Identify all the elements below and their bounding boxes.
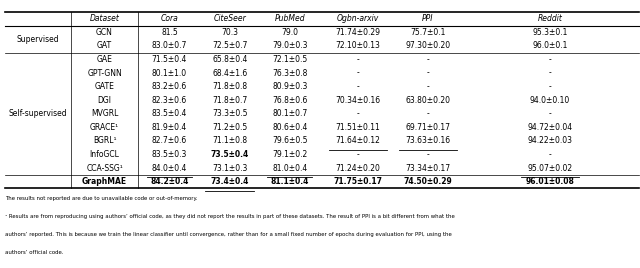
Text: ¹ Results are from reproducing using authors’ official code, as they did not rep: ¹ Results are from reproducing using aut… [4,214,454,219]
Text: 73.3±0.5: 73.3±0.5 [212,109,248,118]
Text: -: - [426,55,429,64]
Text: 82.3±0.6: 82.3±0.6 [152,96,187,105]
Text: GATE: GATE [95,82,115,91]
Text: The results not reported are due to unavailable code or out-of-memory.: The results not reported are due to unav… [4,196,197,201]
Text: authors’ reported. This is because we train the linear classifier until converge: authors’ reported. This is because we tr… [4,232,451,237]
Text: 69.71±0.17: 69.71±0.17 [405,123,451,132]
Text: 76.8±0.6: 76.8±0.6 [272,96,308,105]
Text: -: - [426,69,429,77]
Text: Dataset: Dataset [90,14,120,23]
Text: 73.4±0.4: 73.4±0.4 [211,177,249,186]
Text: 72.10±0.13: 72.10±0.13 [335,42,381,50]
Text: GCN: GCN [96,28,113,37]
Text: 70.3: 70.3 [221,28,238,37]
Text: -: - [426,82,429,91]
Text: GRACE¹: GRACE¹ [90,123,119,132]
Text: -: - [548,109,551,118]
Text: -: - [426,109,429,118]
Text: -: - [548,69,551,77]
Text: CCA-SSG¹: CCA-SSG¹ [86,163,123,173]
Text: 73.5±0.4: 73.5±0.4 [211,150,249,159]
Text: GPT-GNN: GPT-GNN [87,69,122,77]
Text: 71.5±0.4: 71.5±0.4 [152,55,187,64]
Text: -: - [426,150,429,159]
Text: 71.8±0.7: 71.8±0.7 [212,96,247,105]
Text: 83.5±0.3: 83.5±0.3 [152,150,187,159]
Text: 63.80±0.20: 63.80±0.20 [405,96,451,105]
Text: 96.01±0.08: 96.01±0.08 [525,177,574,186]
Text: -: - [548,55,551,64]
Text: 79.6±0.5: 79.6±0.5 [272,136,308,145]
Text: 80.1±1.0: 80.1±1.0 [152,69,187,77]
Text: GraphMAE: GraphMAE [82,177,127,186]
Text: 95.07±0.02: 95.07±0.02 [527,163,572,173]
Text: DGI: DGI [97,96,111,105]
Text: 65.8±0.4: 65.8±0.4 [212,55,248,64]
Text: Supervised: Supervised [17,35,60,44]
Text: -: - [356,109,360,118]
Text: 79.0±0.3: 79.0±0.3 [272,42,308,50]
Text: 84.2±0.4: 84.2±0.4 [150,177,189,186]
Text: 94.0±0.10: 94.0±0.10 [530,96,570,105]
Text: 84.0±0.4: 84.0±0.4 [152,163,187,173]
Text: 94.22±0.03: 94.22±0.03 [527,136,572,145]
Text: 74.50±0.29: 74.50±0.29 [403,177,452,186]
Text: 83.0±0.7: 83.0±0.7 [152,42,187,50]
Text: -: - [356,55,360,64]
Text: BGRL¹: BGRL¹ [93,136,116,145]
Text: 76.3±0.8: 76.3±0.8 [272,69,308,77]
Text: 96.0±0.1: 96.0±0.1 [532,42,568,50]
Text: CiteSeer: CiteSeer [213,14,246,23]
Text: 83.2±0.6: 83.2±0.6 [152,82,187,91]
Text: 94.72±0.04: 94.72±0.04 [527,123,572,132]
Text: 81.1±0.4: 81.1±0.4 [271,177,309,186]
Text: 68.4±1.6: 68.4±1.6 [212,69,247,77]
Text: 70.34±0.16: 70.34±0.16 [335,96,381,105]
Text: 73.1±0.3: 73.1±0.3 [212,163,248,173]
Text: Ogbn-arxiv: Ogbn-arxiv [337,14,380,23]
Text: 79.0: 79.0 [282,28,298,37]
Text: MVGRL: MVGRL [91,109,118,118]
Text: 72.1±0.5: 72.1±0.5 [272,55,308,64]
Text: Reddit: Reddit [538,14,563,23]
Text: 97.30±0.20: 97.30±0.20 [405,42,451,50]
Text: 71.74±0.29: 71.74±0.29 [335,28,381,37]
Text: 80.1±0.7: 80.1±0.7 [272,109,308,118]
Text: 71.51±0.11: 71.51±0.11 [336,123,380,132]
Text: -: - [356,82,360,91]
Text: 82.7±0.6: 82.7±0.6 [152,136,187,145]
Text: 72.5±0.7: 72.5±0.7 [212,42,248,50]
Text: authors’ official code.: authors’ official code. [4,250,63,255]
Text: PubMed: PubMed [275,14,305,23]
Text: Cora: Cora [161,14,179,23]
Text: 75.7±0.1: 75.7±0.1 [410,28,445,37]
Text: 71.2±0.5: 71.2±0.5 [212,123,247,132]
Text: 71.75±0.17: 71.75±0.17 [333,177,383,186]
Text: 81.0±0.4: 81.0±0.4 [272,163,308,173]
Text: Self-supervised: Self-supervised [8,109,67,118]
Text: 81.9±0.4: 81.9±0.4 [152,123,187,132]
Text: InfoGCL: InfoGCL [90,150,120,159]
Text: 71.24±0.20: 71.24±0.20 [335,163,381,173]
Text: 71.64±0.12: 71.64±0.12 [335,136,381,145]
Text: GAE: GAE [97,55,113,64]
Text: 80.6±0.4: 80.6±0.4 [272,123,308,132]
Text: -: - [356,69,360,77]
Text: -: - [548,150,551,159]
Text: 73.63±0.16: 73.63±0.16 [405,136,451,145]
Text: 71.8±0.8: 71.8±0.8 [212,82,247,91]
Text: 83.5±0.4: 83.5±0.4 [152,109,187,118]
Text: 79.1±0.2: 79.1±0.2 [272,150,308,159]
Text: 71.1±0.8: 71.1±0.8 [212,136,247,145]
Text: 73.34±0.17: 73.34±0.17 [405,163,451,173]
Text: PPI: PPI [422,14,433,23]
Text: 80.9±0.3: 80.9±0.3 [272,82,308,91]
Text: 81.5: 81.5 [161,28,178,37]
Text: GAT: GAT [97,42,112,50]
Text: -: - [356,150,360,159]
Text: 95.3±0.1: 95.3±0.1 [532,28,568,37]
Text: -: - [548,82,551,91]
